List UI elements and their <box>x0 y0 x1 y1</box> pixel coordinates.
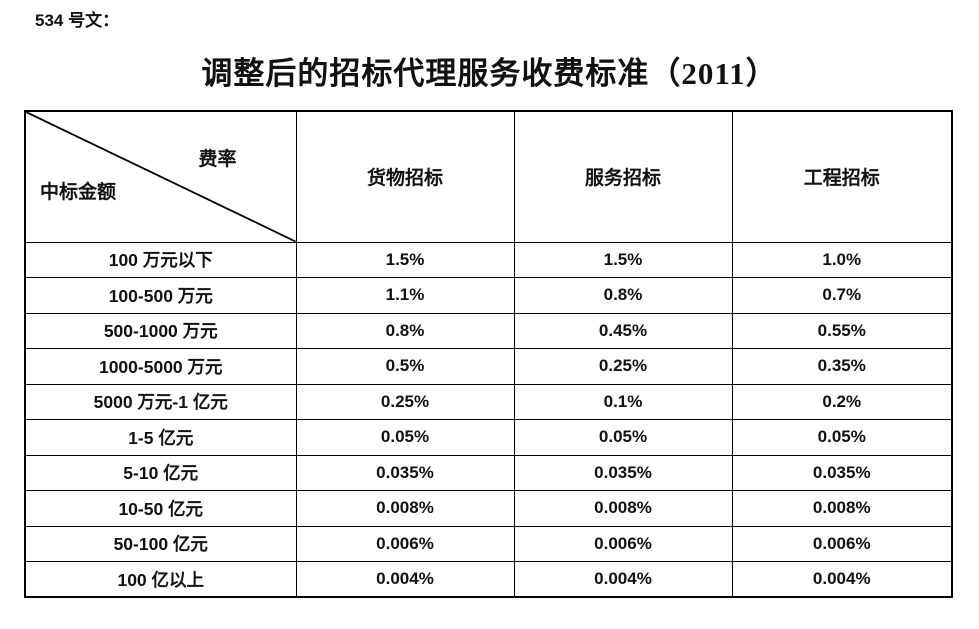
corner-label-rate: 费率 <box>198 149 237 171</box>
table-row: 100-500 万元 1.1% 0.8% 0.7% <box>24 277 953 314</box>
rate-cell: 0.7% <box>731 277 953 314</box>
header-row: 费率 中标金额 货物招标 服务招标 工程招标 <box>24 110 953 243</box>
rate-cell: 1.5% <box>295 241 515 278</box>
column-header-service: 服务招标 <box>513 110 733 243</box>
table-row: 1000-5000 万元 0.5% 0.25% 0.35% <box>24 348 953 385</box>
rate-cell: 0.006% <box>731 525 953 562</box>
rate-cell: 0.1% <box>513 383 733 420</box>
row-label: 5-10 亿元 <box>24 454 297 491</box>
rate-cell: 0.25% <box>513 348 733 385</box>
row-label: 5000 万元-1 亿元 <box>24 383 297 420</box>
rate-cell: 0.006% <box>513 525 733 562</box>
rate-cell: 0.8% <box>295 312 515 349</box>
rate-cell: 0.2% <box>731 383 953 420</box>
rate-cell: 0.004% <box>731 561 953 598</box>
rate-cell: 0.004% <box>513 561 733 598</box>
row-label: 100 万元以下 <box>24 241 297 278</box>
rate-cell: 0.25% <box>295 383 515 420</box>
rate-cell: 0.035% <box>731 454 953 491</box>
table-row: 5000 万元-1 亿元 0.25% 0.1% 0.2% <box>24 383 953 420</box>
row-label: 10-50 亿元 <box>24 490 297 527</box>
rate-cell: 0.035% <box>295 454 515 491</box>
table-row: 10-50 亿元 0.008% 0.008% 0.008% <box>24 490 953 527</box>
row-label: 100 亿以上 <box>24 561 297 598</box>
table-row: 100 亿以上 0.004% 0.004% 0.004% <box>24 561 953 598</box>
corner-cell: 费率 中标金额 <box>24 110 297 243</box>
diagonal-line-icon <box>26 112 296 242</box>
row-label: 1-5 亿元 <box>24 419 297 456</box>
table-body: 100 万元以下 1.5% 1.5% 1.0% 100-500 万元 1.1% … <box>24 241 953 598</box>
rate-cell: 0.035% <box>513 454 733 491</box>
rate-cell: 0.5% <box>295 348 515 385</box>
rate-cell: 0.8% <box>513 277 733 314</box>
rate-cell: 0.05% <box>731 419 953 456</box>
rate-cell: 0.45% <box>513 312 733 349</box>
rate-cell: 0.05% <box>513 419 733 456</box>
table-row: 100 万元以下 1.5% 1.5% 1.0% <box>24 241 953 278</box>
fee-table: 费率 中标金额 货物招标 服务招标 工程招标 100 万元以下 1.5% 1.5… <box>24 110 953 598</box>
row-label: 100-500 万元 <box>24 277 297 314</box>
rate-cell: 0.008% <box>295 490 515 527</box>
doc-number: 534 号文： <box>35 11 120 30</box>
rate-cell: 1.0% <box>731 241 953 278</box>
table-row: 1-5 亿元 0.05% 0.05% 0.05% <box>24 419 953 456</box>
rate-cell: 1.5% <box>513 241 733 278</box>
rate-cell: 1.1% <box>295 277 515 314</box>
corner-label-amount: 中标金额 <box>40 181 117 203</box>
rate-cell: 0.008% <box>513 490 733 527</box>
table-row: 5-10 亿元 0.035% 0.035% 0.035% <box>24 454 953 491</box>
row-label: 1000-5000 万元 <box>24 348 297 385</box>
rate-cell: 0.006% <box>295 525 515 562</box>
rate-cell: 0.55% <box>731 312 953 349</box>
page-title: 调整后的招标代理服务收费标准（2011） <box>201 56 778 91</box>
table-row: 500-1000 万元 0.8% 0.45% 0.55% <box>24 312 953 349</box>
table-header: 费率 中标金额 货物招标 服务招标 工程招标 <box>24 110 953 243</box>
row-label: 500-1000 万元 <box>24 312 297 349</box>
rate-cell: 0.008% <box>731 490 953 527</box>
column-header-goods: 货物招标 <box>295 110 515 243</box>
table-row: 50-100 亿元 0.006% 0.006% 0.006% <box>24 525 953 562</box>
rate-cell: 0.004% <box>295 561 515 598</box>
rate-cell: 0.05% <box>295 419 515 456</box>
column-header-engineering: 工程招标 <box>731 110 953 243</box>
row-label: 50-100 亿元 <box>24 525 297 562</box>
rate-cell: 0.35% <box>731 348 953 385</box>
